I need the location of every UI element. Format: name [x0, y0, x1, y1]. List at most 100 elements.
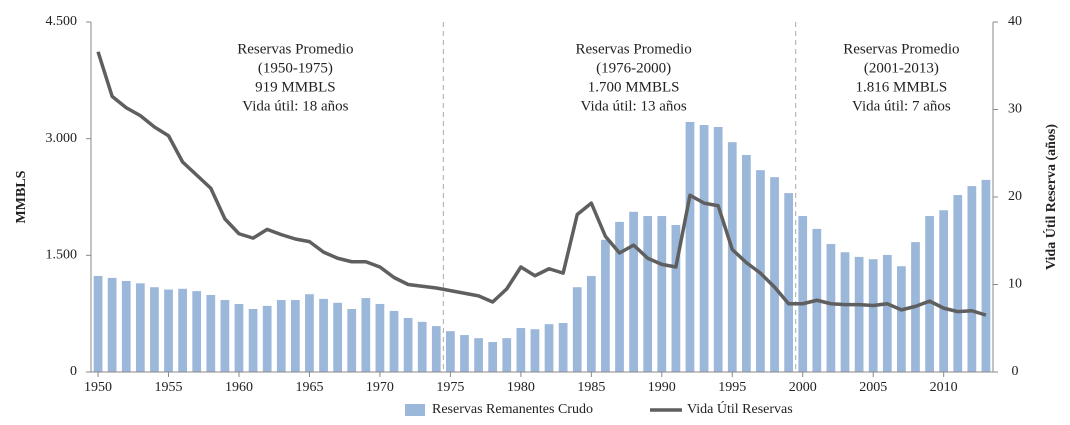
bar	[403, 317, 413, 372]
bar	[474, 338, 483, 372]
y2-axis-label: Vida Útil Reserva (años)	[1042, 124, 1059, 270]
x-tick-label: 1955	[155, 380, 183, 395]
bar	[530, 329, 540, 372]
bar	[516, 328, 526, 372]
bar	[248, 309, 258, 372]
bar	[135, 283, 145, 372]
bar	[234, 303, 244, 372]
x-tick-label: 2005	[859, 380, 887, 395]
bar	[502, 338, 512, 372]
bar	[897, 266, 906, 372]
y2-tick-label: 0	[1012, 364, 1019, 379]
x-tick-label: 1960	[225, 380, 253, 395]
bar	[572, 287, 582, 372]
y-tick-label: 3.000	[46, 131, 78, 146]
bar	[699, 125, 709, 372]
annotation: Reservas Promedio	[575, 41, 691, 57]
bar	[290, 300, 300, 372]
bar	[629, 211, 638, 372]
bar	[854, 256, 864, 372]
bar	[178, 288, 187, 372]
x-tick-label: 2000	[789, 380, 817, 395]
bar	[305, 294, 314, 372]
bar	[882, 254, 892, 372]
bar	[276, 300, 286, 372]
bar	[107, 277, 117, 372]
y-tick-label: 1.500	[46, 248, 78, 263]
bar	[544, 324, 554, 372]
bar	[93, 275, 103, 372]
bar	[558, 323, 568, 372]
annotation: Reservas Promedio	[237, 41, 353, 57]
bar	[953, 195, 963, 372]
legend-label: Vida Útil Reservas	[687, 400, 793, 417]
x-tick-label: 2010	[930, 380, 958, 395]
bar	[586, 275, 596, 372]
bar	[967, 186, 977, 372]
bar	[460, 335, 469, 372]
legend-swatch	[405, 404, 425, 416]
annotation: (2001-2013)	[864, 60, 939, 76]
y2-tick-label: 10	[1008, 277, 1022, 292]
annotation: (1950-1975)	[258, 60, 333, 76]
bar	[685, 121, 695, 372]
bar	[925, 216, 934, 372]
y-tick-label: 0	[70, 364, 77, 379]
bar	[713, 127, 723, 372]
bar	[826, 244, 836, 372]
bar	[770, 177, 779, 372]
x-tick-label: 1990	[648, 380, 676, 395]
bar	[262, 305, 272, 372]
bar	[601, 239, 610, 372]
bar	[220, 300, 230, 372]
bar	[446, 331, 455, 372]
bar	[206, 295, 216, 372]
annotation: Reservas Promedio	[843, 41, 959, 57]
bar	[192, 291, 202, 372]
annotation: (1976-2000)	[596, 60, 671, 76]
annotation: 1.816 MMBLS	[856, 79, 948, 95]
y2-tick-label: 40	[1008, 14, 1022, 29]
bar	[657, 216, 667, 372]
bar	[840, 252, 850, 372]
bar	[347, 309, 357, 372]
bar	[333, 302, 343, 372]
bar	[727, 142, 737, 372]
bar	[671, 225, 681, 372]
y2-tick-label: 20	[1008, 189, 1022, 204]
bar	[784, 193, 794, 372]
bar	[431, 326, 441, 372]
bar	[121, 281, 131, 372]
bar	[361, 298, 371, 372]
annotation: 1.700 MMBLS	[588, 79, 680, 95]
x-tick-label: 1965	[295, 380, 323, 395]
x-tick-label: 1975	[436, 380, 464, 395]
x-tick-label: 1970	[366, 380, 394, 395]
bar	[417, 321, 427, 372]
x-tick-label: 1985	[577, 380, 605, 395]
bar	[981, 179, 991, 372]
bar	[868, 259, 878, 372]
bar	[164, 289, 173, 372]
bar	[939, 210, 949, 372]
x-tick-label: 1995	[718, 380, 746, 395]
y-tick-label: 4.500	[46, 14, 78, 29]
bar	[643, 216, 653, 372]
y2-tick-label: 30	[1008, 102, 1022, 117]
annotation: Vida útil: 18 años	[242, 98, 348, 114]
bar	[150, 287, 159, 372]
annotation: 919 MMBLS	[255, 79, 335, 95]
x-tick-label: 1950	[84, 380, 112, 395]
bar	[798, 216, 808, 372]
legend-label: Reservas Remanentes Crudo	[432, 402, 593, 417]
x-tick-label: 1980	[507, 380, 535, 395]
annotation: Vida útil: 13 años	[581, 98, 687, 114]
bar	[375, 303, 385, 372]
bar	[389, 310, 399, 372]
line	[96, 51, 987, 317]
bar	[615, 221, 624, 372]
bar	[488, 342, 498, 372]
y-axis-label: MMBLS	[14, 170, 29, 223]
annotation: Vida útil: 7 años	[852, 98, 951, 114]
